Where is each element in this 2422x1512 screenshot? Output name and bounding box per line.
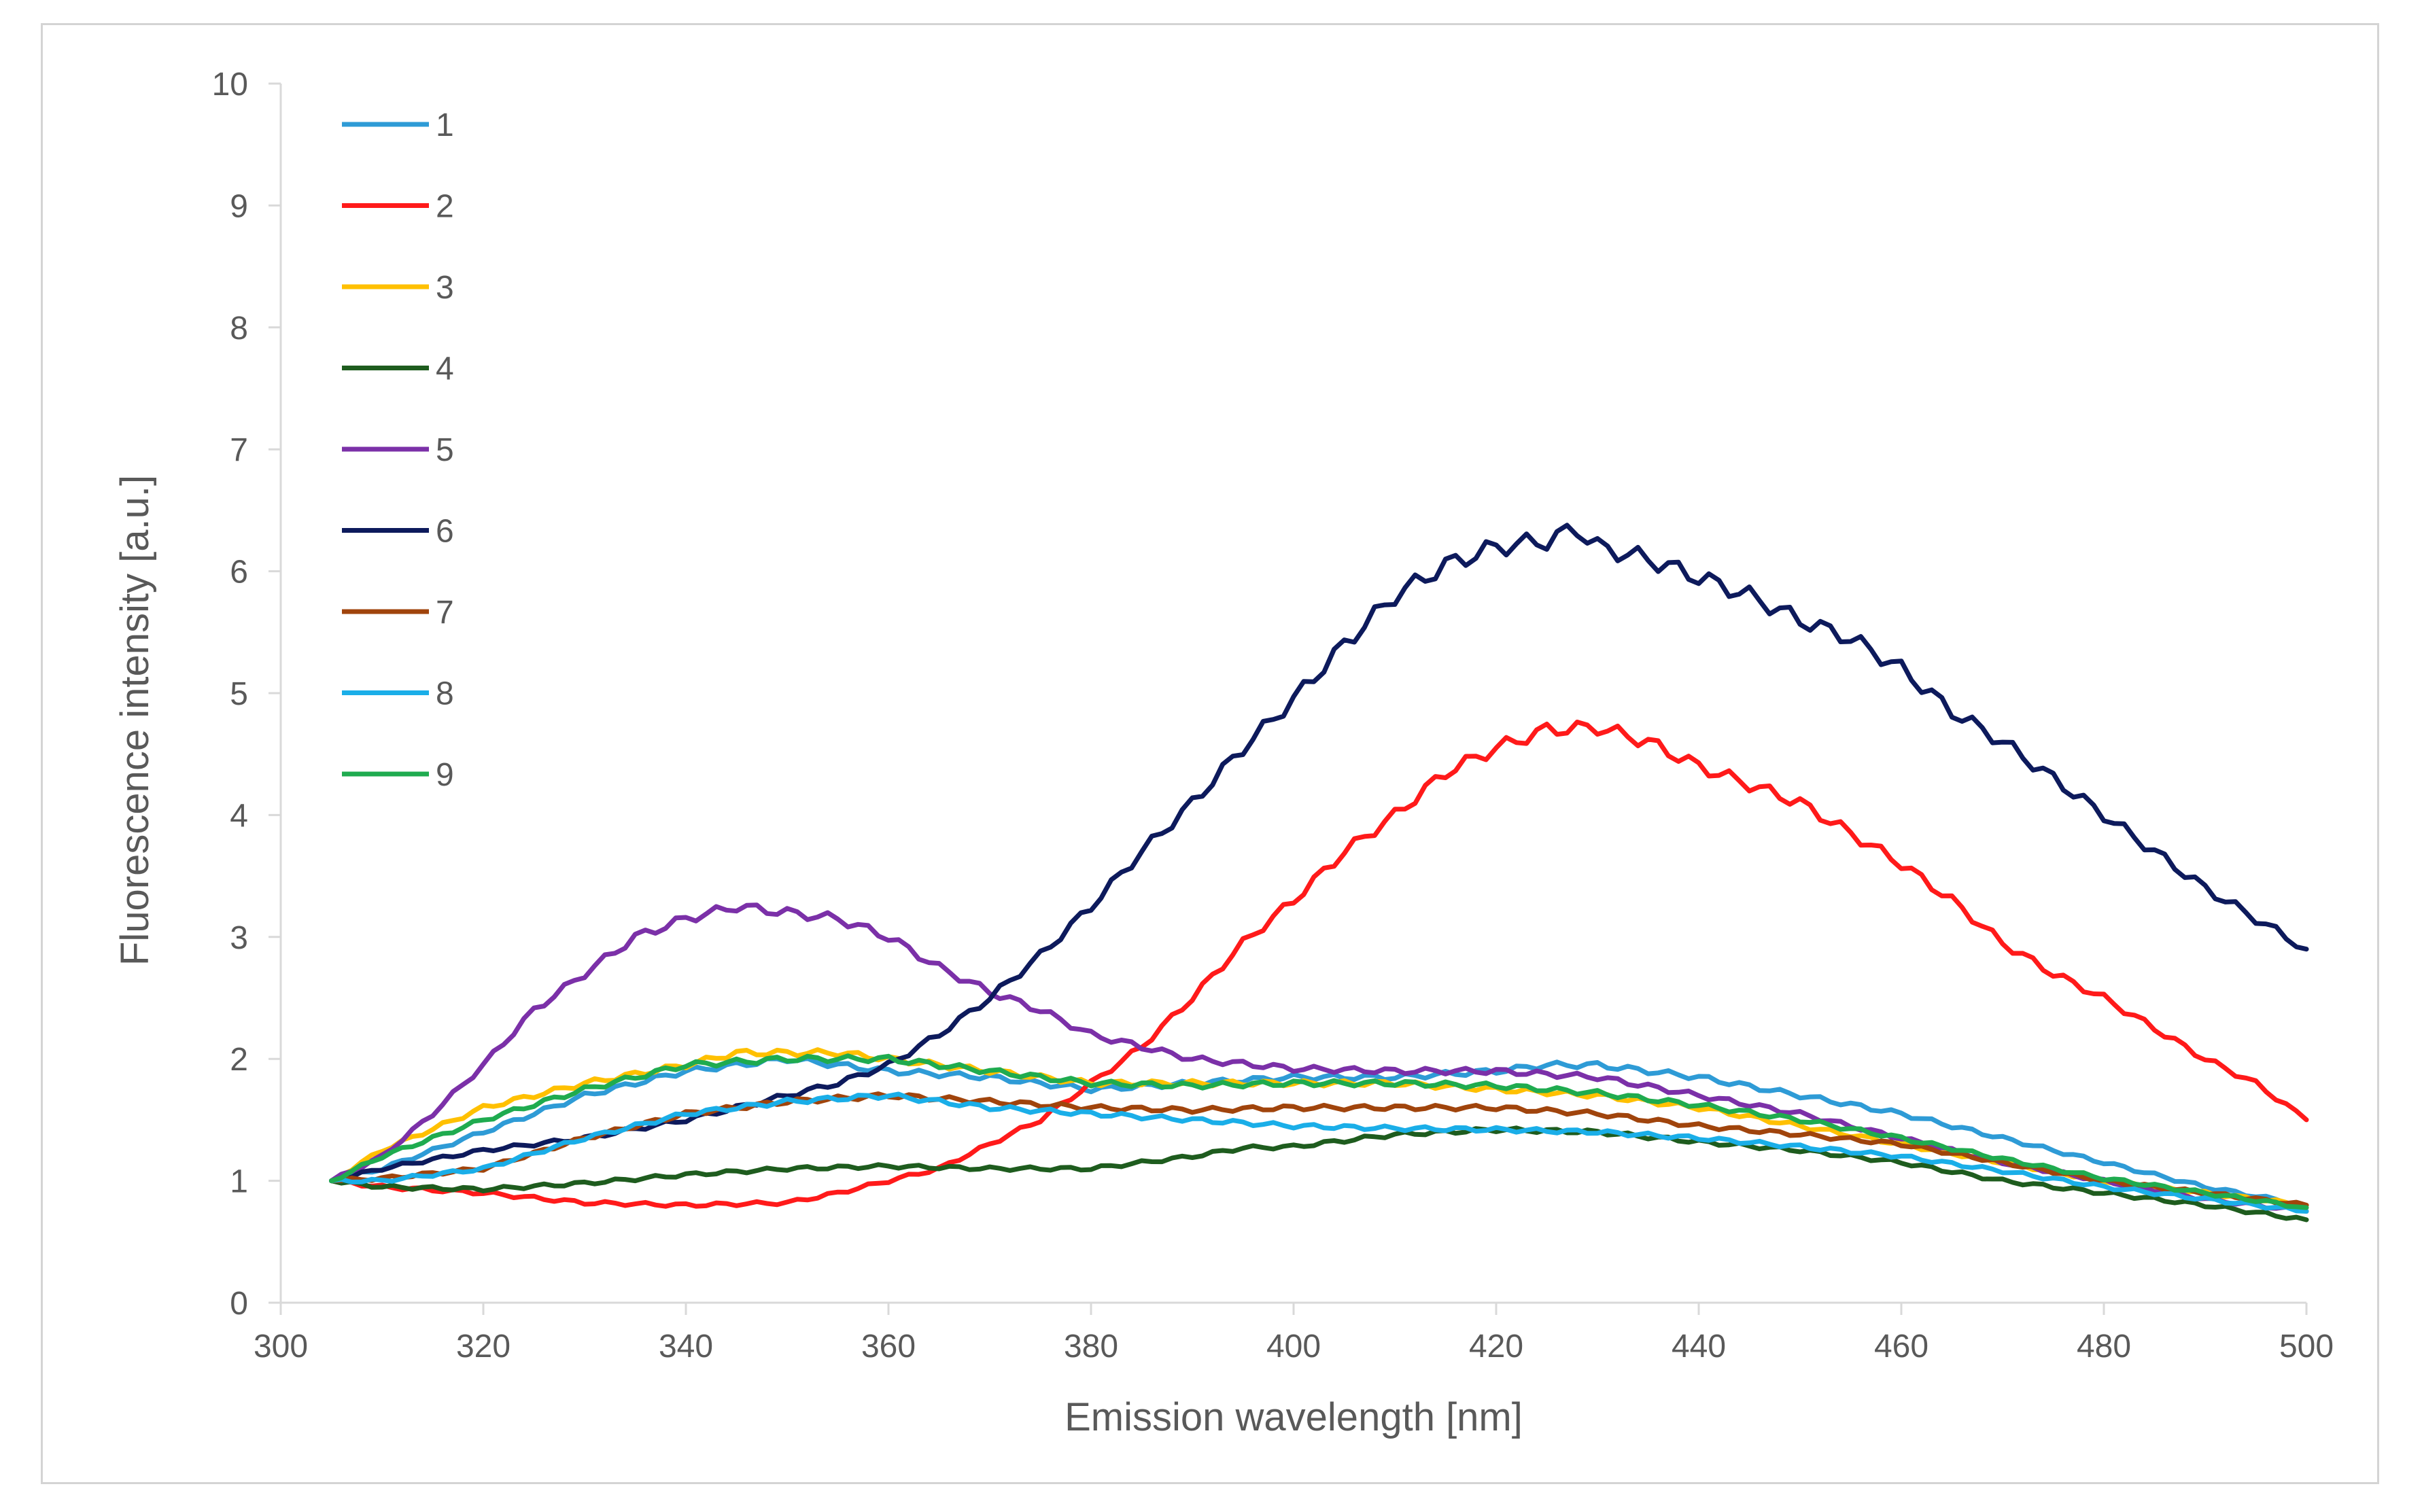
series-line-2 bbox=[329, 720, 2309, 1209]
y-tick-label: 1 bbox=[230, 1164, 248, 1200]
y-tick-label: 8 bbox=[230, 311, 248, 347]
x-axis-title: Emission wavelength [nm] bbox=[1065, 1395, 1523, 1439]
y-tick-label: 5 bbox=[230, 676, 248, 712]
y-axis-title: Fluorescence intensity [a.u.] bbox=[113, 475, 157, 966]
y-tick-label: 0 bbox=[230, 1286, 248, 1322]
x-tick-label: 300 bbox=[254, 1329, 308, 1365]
y-tick-label: 7 bbox=[230, 432, 248, 468]
y-tick-label: 10 bbox=[212, 67, 248, 103]
legend-label-5: 5 bbox=[436, 432, 454, 468]
x-tick-label: 320 bbox=[456, 1329, 511, 1365]
x-tick-label: 340 bbox=[659, 1329, 713, 1365]
series-line-7 bbox=[329, 1091, 2309, 1208]
series-lines bbox=[329, 523, 2309, 1223]
legend-label-8: 8 bbox=[436, 676, 454, 712]
y-tick-label: 4 bbox=[230, 798, 248, 834]
series-line-9 bbox=[329, 1053, 2309, 1210]
x-tick-label: 500 bbox=[2279, 1329, 2334, 1365]
y-tick-label: 3 bbox=[230, 920, 248, 956]
line-chart: 0 1 2 3 4 5 6 7 8 9 10 300 320 340 360 380 400 420 440 460 4… bbox=[113, 67, 2334, 1439]
legend-label-6: 6 bbox=[436, 514, 454, 550]
legend-label-7: 7 bbox=[436, 595, 454, 631]
legend-label-3: 3 bbox=[436, 270, 454, 306]
x-tick-label: 440 bbox=[1672, 1329, 1726, 1365]
y-tick-label: 6 bbox=[230, 555, 248, 591]
x-tick-label: 480 bbox=[2077, 1329, 2131, 1365]
legend-label-9: 9 bbox=[436, 757, 454, 793]
x-tick-label: 400 bbox=[1266, 1329, 1321, 1365]
legend: 1 2 3 4 5 6 7 8 9 bbox=[342, 107, 454, 793]
x-tick-label: 420 bbox=[1469, 1329, 1523, 1365]
legend-label-1: 1 bbox=[436, 107, 454, 143]
x-tick-label: 380 bbox=[1064, 1329, 1118, 1365]
axes: 0 1 2 3 4 5 6 7 8 9 10 300 320 340 360 380 400 420 440 460 4… bbox=[212, 67, 2334, 1365]
y-tick-label: 2 bbox=[230, 1042, 248, 1078]
legend-label-4: 4 bbox=[436, 351, 454, 387]
legend-label-2: 2 bbox=[436, 189, 454, 225]
chart-frame: 0 1 2 3 4 5 6 7 8 9 10 300 320 340 360 380 400 420 440 460 4… bbox=[41, 23, 2379, 1484]
x-tick-label: 360 bbox=[861, 1329, 916, 1365]
series-line-4 bbox=[329, 1125, 2309, 1223]
series-line-1 bbox=[329, 1055, 2309, 1208]
y-tick-label: 9 bbox=[230, 188, 248, 224]
x-tick-label: 460 bbox=[1874, 1329, 1928, 1365]
series-line-8 bbox=[329, 1091, 2309, 1214]
